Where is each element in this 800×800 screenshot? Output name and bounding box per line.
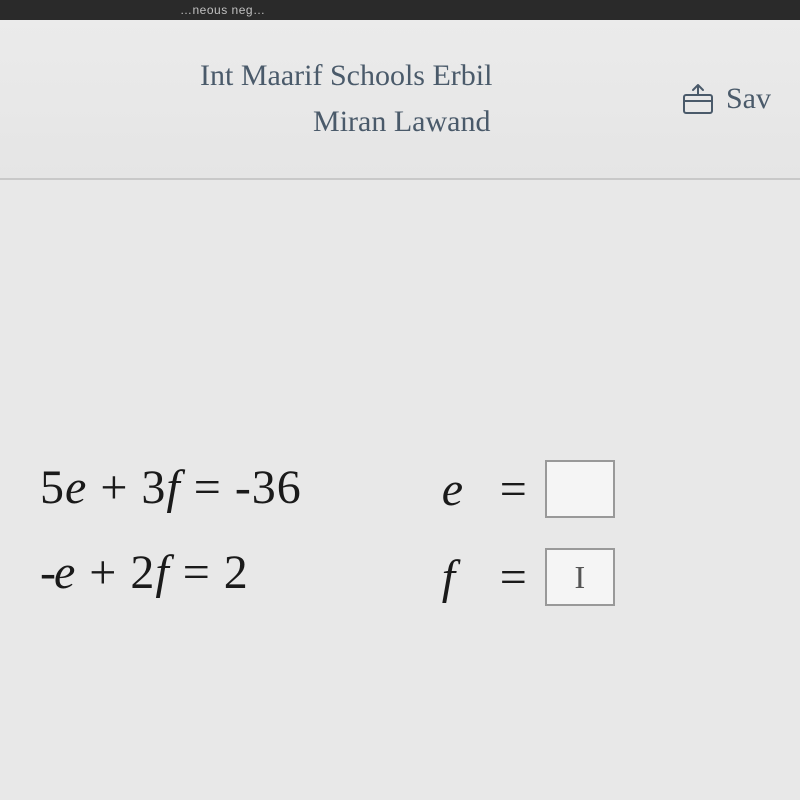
equations-column: 5e + 3f = -36 -e + 2f = 2 [40,460,302,600]
save-label: Sav [726,82,771,116]
page-header: Int Maarif Schools Erbil Miran Lawand Sa… [0,20,800,180]
eq1-coef2: 3 [141,461,166,514]
save-icon [680,81,716,117]
eq1-equals: = [181,461,235,514]
save-button[interactable]: Sav [680,81,800,117]
tab-title: …neous neg… [180,3,266,17]
eq2-coef2: 2 [130,546,155,599]
school-name: Int Maarif Schools Erbil [200,59,492,93]
student-name: Miran Lawand [313,105,492,139]
equation-1: 5e + 3f = -36 [40,460,302,515]
answer-row-e: e = [442,460,615,518]
eq2-rhs: 2 [224,546,249,599]
eq2-equals: = [170,546,224,599]
eq2-var2: f [155,546,169,599]
answer-var-e: e [442,462,482,517]
school-info-block: Int Maarif Schools Erbil Miran Lawand [200,59,492,139]
eq2-var1: e [54,546,76,599]
answer-var-f: f [442,550,482,605]
browser-tab-bar: …neous neg… [0,0,800,20]
eq2-op1: + [76,546,130,599]
eq1-op1: + [87,461,141,514]
equation-2: -e + 2f = 2 [40,545,302,600]
answer-input-e[interactable] [545,460,615,518]
eq1-rhs: -36 [235,461,302,514]
answer-equals-f: = [500,550,527,605]
eq1-coef1: 5 [40,461,65,514]
worksheet-content: 5e + 3f = -36 -e + 2f = 2 e = f = [0,180,800,646]
answer-equals-e: = [500,462,527,517]
eq1-var1: e [65,461,87,514]
answer-input-f[interactable] [545,548,615,606]
eq1-var2: f [166,461,180,514]
answers-column: e = f = [442,460,615,606]
answer-row-f: f = [442,548,615,606]
eq2-coef1: - [40,546,54,599]
